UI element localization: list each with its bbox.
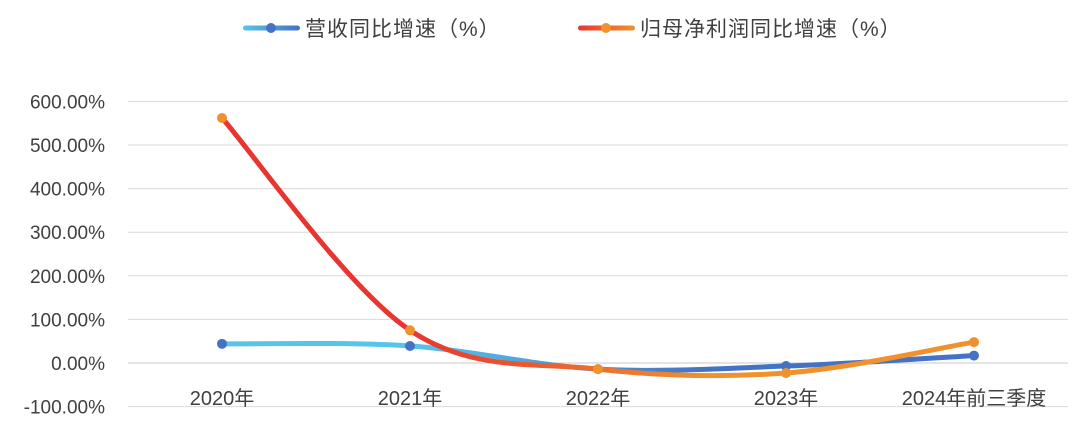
y-tick-label: -100.00% bbox=[24, 398, 105, 419]
data-point-revenue-growth bbox=[217, 338, 227, 349]
x-tick-label: 2024年前三季度 bbox=[902, 387, 1047, 410]
x-tick-label: 2020年 bbox=[190, 387, 255, 410]
y-axis-labels: 600.00% 500.00% 400.00% 300.00% 200.00% 100.0… bbox=[24, 92, 105, 418]
x-tick-label: 2022年 bbox=[566, 387, 631, 410]
series-group bbox=[217, 112, 979, 379]
gridlines bbox=[128, 100, 1068, 408]
y-tick-label: 0.00% bbox=[51, 354, 105, 375]
data-point-revenue-growth bbox=[969, 350, 979, 361]
data-point-net-profit-growth bbox=[781, 368, 791, 379]
legend-item-net-profit-growth: 归母净利润同比增速（%） bbox=[578, 18, 902, 41]
data-point-net-profit-growth bbox=[405, 325, 415, 336]
series-net-profit-growth bbox=[217, 112, 979, 379]
legend: 营收同比增速（%） 归母净利润同比增速（%） bbox=[243, 18, 902, 41]
series-line-net-profit-growth bbox=[219, 115, 977, 379]
legend-marker bbox=[266, 23, 276, 33]
x-axis-labels: 2020年 2021年 2022年 2023年 2024年前三季度 bbox=[190, 387, 1047, 410]
y-tick-label: 400.00% bbox=[30, 180, 105, 201]
legend-label: 营收同比增速（%） bbox=[305, 18, 501, 41]
y-tick-label: 600.00% bbox=[30, 92, 105, 113]
data-point-revenue-growth bbox=[405, 340, 415, 351]
data-point-net-profit-growth bbox=[593, 364, 603, 375]
data-point-net-profit-growth bbox=[217, 112, 227, 123]
y-tick-label: 300.00% bbox=[30, 223, 105, 244]
data-point-revenue-growth bbox=[781, 361, 791, 372]
x-tick-label: 2023年 bbox=[754, 387, 819, 410]
y-tick-label: 500.00% bbox=[30, 136, 105, 157]
x-tick-label: 2021年 bbox=[378, 387, 443, 410]
legend-label: 归母净利润同比增速（%） bbox=[640, 18, 902, 41]
y-tick-label: 100.00% bbox=[30, 310, 105, 331]
legend-marker bbox=[601, 23, 611, 33]
data-point-net-profit-growth bbox=[969, 337, 979, 348]
y-tick-label: 200.00% bbox=[30, 267, 105, 288]
legend-item-revenue-growth: 营收同比增速（%） bbox=[243, 18, 501, 41]
